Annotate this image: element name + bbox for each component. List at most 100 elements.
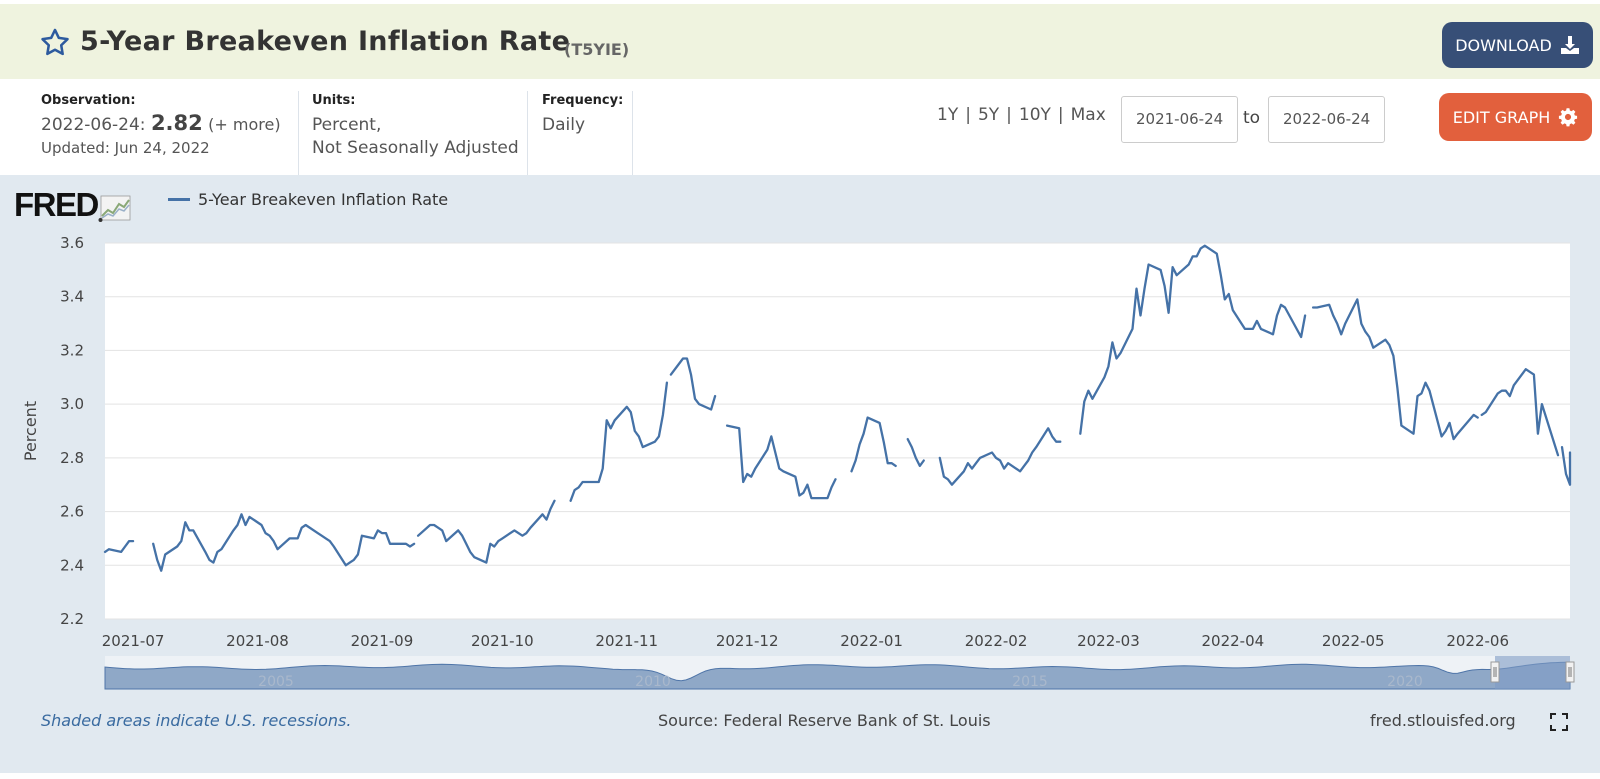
x-tick-label: 2021-12: [716, 632, 779, 650]
x-axis: 2021-07 2021-08 2021-09 2021-10 2021-11 2021-…: [102, 632, 1509, 650]
observation-block: Observation: 2022-06-24: 2.82 (+ more) U…: [41, 93, 291, 175]
chart-legend: 5-Year Breakeven Inflation Rate: [168, 190, 448, 209]
x-tick-label: 2021-07: [102, 632, 165, 650]
edit-graph-label: EDIT GRAPH: [1452, 107, 1551, 127]
navigator-year-label: 2015: [1012, 674, 1048, 690]
x-tick-label: 2022-04: [1202, 632, 1265, 650]
series-line-segment: [103, 539, 135, 554]
observation-label: Observation:: [41, 93, 136, 108]
end-date-input[interactable]: 2022-06-24: [1268, 96, 1385, 143]
navigator-handle-right[interactable]: [1565, 661, 1575, 683]
y-tick-label: 3.6: [60, 234, 84, 252]
navigator-year-label: 2020: [1387, 674, 1423, 690]
divider: [298, 91, 299, 175]
legend-series-name: 5-Year Breakeven Inflation Rate: [198, 190, 449, 209]
date-to-label: to: [1243, 108, 1261, 128]
fred-logo: FRED: [14, 188, 132, 222]
range-1y[interactable]: 1Y: [937, 105, 959, 125]
navigator-series: [104, 661, 1571, 690]
x-tick-label: 2022-02: [965, 632, 1028, 650]
download-label: DOWNLOAD: [1455, 35, 1552, 55]
units-line-2: Not Seasonally Adjusted: [312, 138, 519, 158]
more-observations-link[interactable]: (+ more): [208, 115, 281, 134]
series-line-segment: [569, 381, 669, 502]
legend-swatch: [168, 198, 190, 201]
frequency-label: Frequency:: [542, 93, 624, 108]
star-icon[interactable]: [38, 26, 72, 60]
y-tick-label: 2.2: [60, 610, 84, 628]
line-chart[interactable]: 2.22.42.62.83.03.23.43.6 2021-07 2021-08 2…: [0, 175, 1600, 705]
start-date-input[interactable]: 2021-06-24: [1121, 96, 1238, 143]
range-separator: |: [1057, 105, 1064, 125]
observation-date: 2022-06-24:: [41, 115, 146, 135]
series-line-segment: [725, 424, 837, 500]
fullscreen-icon[interactable]: [1550, 713, 1568, 731]
range-10y[interactable]: 10Y: [1018, 105, 1051, 125]
y-tick-label: 3.2: [60, 341, 84, 359]
plot-area: [105, 243, 1570, 619]
updated-date: Updated: Jun 24, 2022: [41, 139, 210, 157]
series-lines: [103, 244, 1572, 572]
x-tick-label: 2021-09: [351, 632, 414, 650]
navigator-year-label: 2005: [258, 674, 294, 690]
series-title: 5-Year Breakeven Inflation Rate: [80, 26, 571, 57]
y-axis-label: Percent: [21, 401, 40, 461]
series-line-segment: [1480, 368, 1560, 457]
units-block: Units: Percent, Not Seasonally Adjusted: [312, 93, 522, 175]
recession-note: Shaded areas indicate U.S. recessions.: [41, 711, 352, 730]
fred-logo-chart-icon: [98, 195, 131, 222]
x-tick-label: 2021-10: [471, 632, 534, 650]
range-5y[interactable]: 5Y: [977, 105, 1000, 125]
source-text: Source: Federal Reserve Bank of St. Loui…: [658, 711, 991, 730]
y-tick-label: 2.6: [60, 503, 84, 521]
y-tick-label: 2.8: [60, 449, 84, 467]
navigator-selection[interactable]: [1495, 656, 1570, 689]
edit-graph-button[interactable]: EDIT GRAPH: [1439, 93, 1592, 141]
site-link[interactable]: fred.stlouisfed.org: [1370, 711, 1516, 730]
units-line-1: Percent,: [312, 115, 382, 135]
x-tick-label: 2021-08: [226, 632, 289, 650]
x-tick-label: 2022-01: [840, 632, 903, 650]
series-line-segment: [152, 513, 416, 572]
series-line-segment: [669, 357, 717, 411]
chart-panel: FRED 5-Year Breakeven Inflation Rate 2.2…: [0, 175, 1600, 773]
series-line-segment: [1311, 298, 1479, 441]
observation-value: 2.82: [150, 111, 203, 135]
y-tick-label: 3.4: [60, 288, 84, 306]
units-label: Units:: [312, 93, 356, 108]
series-line-segment: [416, 499, 556, 564]
fred-logo-text: FRED: [14, 186, 99, 223]
series-line-segment: [850, 416, 897, 473]
series-line-segment: [1560, 445, 1572, 486]
observation-line: 2022-06-24: 2.82 (+ more): [41, 112, 291, 137]
range-max[interactable]: Max: [1070, 105, 1106, 125]
series-line-segment: [938, 427, 1062, 486]
divider: [527, 91, 528, 175]
navigator-labels: 2005 2010 2015 2020: [258, 674, 1423, 690]
frequency-value: Daily: [542, 115, 586, 135]
range-buttons: 1Y | 5Y | 10Y | Max: [937, 105, 1106, 125]
x-tick-label: 2022-05: [1322, 632, 1385, 650]
x-tick-label: 2022-03: [1077, 632, 1140, 650]
gridlines: [105, 242, 1570, 620]
range-separator: |: [1006, 105, 1012, 125]
x-tick-label: 2022-06: [1446, 632, 1509, 650]
y-tick-label: 3.0: [60, 395, 84, 413]
navigator-year-label: 2010: [635, 674, 671, 690]
series-line-segment: [1079, 244, 1307, 435]
divider: [632, 91, 633, 175]
frequency-block: Frequency: Daily: [542, 93, 632, 175]
download-button[interactable]: DOWNLOAD: [1442, 22, 1593, 68]
x-tick-label: 2021-11: [595, 632, 658, 650]
navigator-handle-left[interactable]: [1490, 661, 1500, 683]
y-tick-label: 2.4: [60, 556, 84, 574]
units-value: Percent, Not Seasonally Adjusted: [312, 114, 522, 160]
range-separator: |: [965, 105, 971, 125]
series-line-segment: [906, 437, 925, 468]
series-header: 5-Year Breakeven Inflation Rate (T5YIE) …: [0, 4, 1600, 79]
y-axis: 2.2 2.4 2.6 2.8 3.0 3.2 3.4 3.6: [60, 234, 84, 628]
series-id: (T5YIE): [564, 40, 630, 59]
download-icon: [1560, 36, 1579, 54]
gear-icon: [1559, 108, 1578, 127]
